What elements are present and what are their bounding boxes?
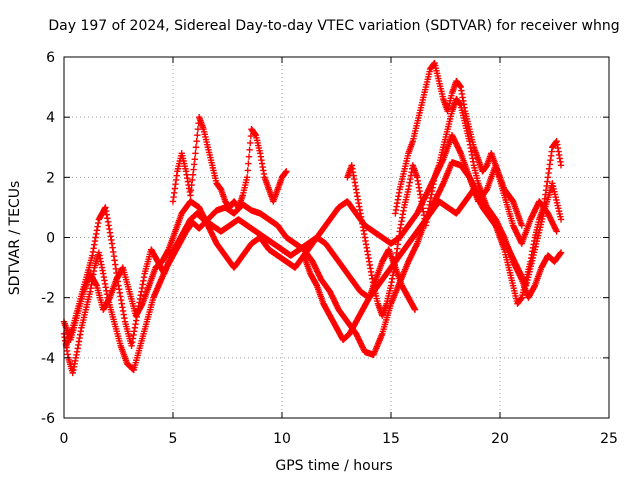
series-track-6 bbox=[344, 95, 565, 319]
x-tick-label: 0 bbox=[60, 431, 69, 447]
y-tick-label: 6 bbox=[46, 50, 55, 66]
chart-title: Day 197 of 2024, Sidereal Day-to-day VTE… bbox=[48, 18, 619, 34]
series-track-5 bbox=[392, 59, 525, 229]
data-point bbox=[192, 144, 200, 151]
y-tick-label: -6 bbox=[41, 411, 55, 427]
data-point bbox=[194, 126, 202, 133]
data-point bbox=[245, 153, 253, 160]
data-point bbox=[246, 146, 253, 154]
data-point bbox=[553, 228, 560, 235]
y-tick-label: -2 bbox=[41, 291, 55, 307]
data-point bbox=[557, 216, 565, 223]
data-point bbox=[194, 132, 201, 139]
grid-lines bbox=[64, 57, 609, 418]
y-tick-label: 2 bbox=[46, 170, 55, 186]
x-tick-label: 15 bbox=[382, 431, 400, 447]
x-tick-label: 5 bbox=[169, 431, 178, 447]
x-axis-label: GPS time / hours bbox=[275, 458, 392, 474]
y-tick-label: 4 bbox=[46, 110, 55, 126]
data-point bbox=[243, 174, 251, 181]
data-point bbox=[244, 167, 251, 174]
y-tick-label: 0 bbox=[46, 231, 55, 247]
x-tick-label: 10 bbox=[273, 431, 291, 447]
data-point bbox=[557, 249, 565, 256]
x-tick-label: 25 bbox=[600, 431, 618, 447]
data-point bbox=[518, 222, 525, 229]
series-track-3 bbox=[62, 180, 565, 349]
data-point bbox=[411, 306, 419, 313]
data-point bbox=[192, 150, 199, 157]
data-point bbox=[247, 132, 255, 140]
series-track-4 bbox=[169, 113, 290, 211]
y-tick-label: -4 bbox=[41, 351, 55, 367]
y-tick-labels: -6 -4 -2 0 2 4 6 bbox=[41, 50, 55, 427]
y-axis-label: SDTVAR / TECUs bbox=[7, 181, 23, 296]
data-point bbox=[247, 139, 254, 147]
x-tick-label: 20 bbox=[491, 431, 509, 447]
data-point bbox=[191, 156, 198, 163]
x-tick-labels: 0 5 10 15 20 25 bbox=[60, 431, 618, 447]
axis-ticks bbox=[63, 56, 610, 419]
data-point bbox=[245, 160, 252, 167]
data-point bbox=[283, 168, 290, 175]
data-point bbox=[193, 138, 200, 145]
data-point bbox=[557, 162, 565, 169]
data-series bbox=[60, 59, 565, 377]
series-track-7 bbox=[300, 246, 419, 343]
